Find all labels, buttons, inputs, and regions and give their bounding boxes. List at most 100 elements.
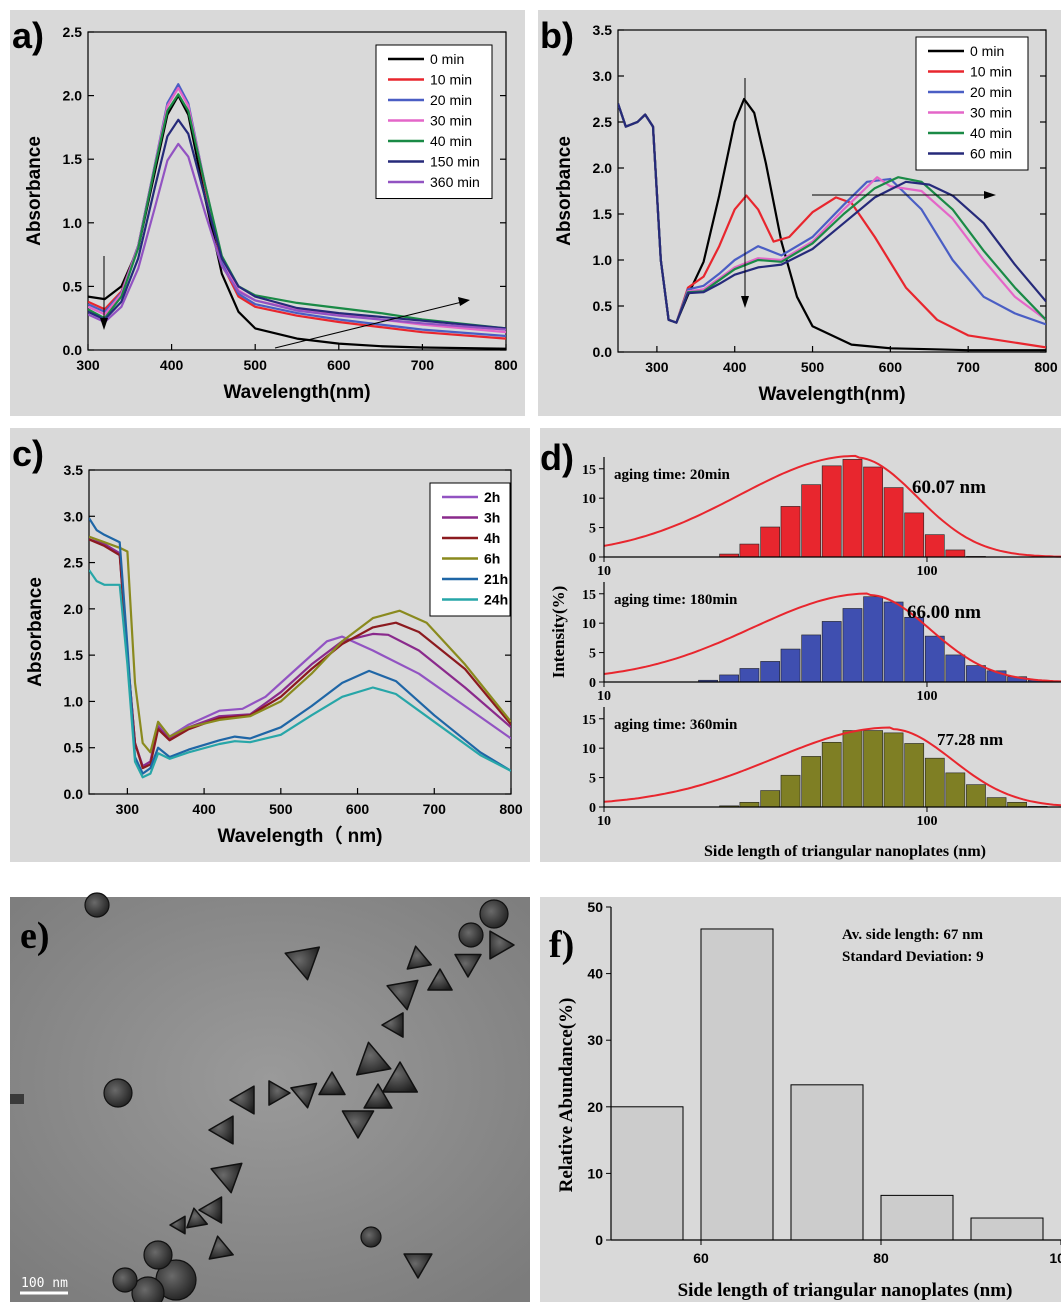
y-tick-label: 2.5	[64, 555, 84, 571]
histogram-bar	[945, 654, 966, 683]
nanoplate	[427, 968, 453, 991]
x-tick-label: 800	[499, 801, 523, 817]
y-tick-label: 40	[587, 966, 603, 982]
y-tick-label: 2.0	[64, 601, 84, 617]
y-tick-label: 3.5	[593, 22, 613, 38]
y-tick-label: 15	[582, 588, 596, 603]
series-line-360-min	[88, 142, 506, 331]
nanoplate	[208, 1115, 234, 1145]
nanoplate	[355, 1041, 392, 1076]
histogram-bar	[842, 730, 863, 808]
arrow-head	[458, 297, 470, 306]
y-tick-label: 3.0	[64, 508, 84, 524]
nanoplate	[386, 979, 419, 1011]
y-tick-label: 2.0	[593, 160, 613, 176]
nanoplate	[381, 1012, 404, 1038]
legend-label: 40 min	[430, 133, 472, 149]
legend-label: 24h	[484, 592, 508, 608]
legend-label: 21h	[484, 571, 508, 587]
abundance-bar	[610, 1106, 684, 1241]
panel-label: e)	[20, 915, 50, 957]
legend-label: 360 min	[430, 174, 480, 190]
histogram-bar	[719, 674, 739, 683]
histogram-bar	[760, 790, 781, 808]
peak-size-label: 77.28 nm	[937, 730, 1003, 749]
histogram-bar	[924, 757, 945, 808]
x-tick-label: 800	[494, 357, 518, 373]
histogram-bar	[924, 534, 945, 558]
nanoplate	[290, 1082, 318, 1109]
histogram-bar	[945, 772, 966, 808]
y-tick-label: 0.0	[64, 786, 84, 802]
histogram-bar	[801, 484, 822, 558]
y-tick-label: 1.0	[593, 252, 613, 268]
histogram-bar	[945, 549, 966, 558]
x-axis-title: Side length of triangular nanoplates (nm…	[704, 843, 986, 860]
legend-label: 10 min	[970, 64, 1012, 80]
average-side-length: Av. side length: 67 nm	[842, 927, 983, 943]
histogram-bar	[739, 668, 760, 683]
legend-label: 30 min	[430, 113, 472, 129]
legend-label: 150 min	[430, 154, 480, 170]
nanoplate	[318, 1071, 346, 1096]
x-tick-label: 80	[873, 1250, 889, 1266]
nanoplate	[284, 946, 321, 981]
histogram-bar	[739, 801, 760, 808]
panel-label: c)	[12, 433, 44, 474]
y-tick-label: 1.5	[593, 206, 613, 222]
peak-size-label: 66.00 nm	[907, 602, 981, 623]
x-tick-label: 10	[597, 564, 611, 579]
nanoplate	[131, 1276, 165, 1302]
x-tick-label: 600	[879, 359, 903, 375]
legend-label: 20 min	[970, 84, 1012, 100]
histogram-bar	[924, 635, 945, 683]
abundance-bar	[880, 1194, 954, 1241]
legend-label: 20 min	[430, 92, 472, 108]
nanoplate	[208, 1235, 234, 1260]
x-axis-title: Wavelength(nm)	[223, 382, 370, 403]
nanoplate	[341, 1110, 375, 1139]
histogram-bar	[842, 608, 863, 683]
trend-arrow	[274, 301, 463, 349]
nanoplate	[360, 1226, 382, 1248]
series-line-24h	[89, 569, 511, 779]
abundance-bar	[700, 928, 774, 1241]
nanoplate	[479, 899, 509, 929]
legend-box	[915, 36, 1029, 171]
x-tick-label: 500	[244, 357, 268, 373]
histogram-bar	[966, 784, 986, 808]
nanoplate	[169, 1215, 186, 1235]
arrow-head	[741, 296, 749, 308]
y-axis-title: Absorbance	[25, 577, 46, 687]
legend-box	[429, 482, 511, 617]
histogram-bar	[821, 741, 842, 808]
abundance-bar	[790, 1084, 864, 1241]
nanoplate	[363, 1083, 393, 1109]
histogram-bar	[883, 601, 904, 683]
fit-curve	[603, 592, 1061, 683]
y-tick-label: 0.0	[593, 344, 613, 360]
histogram-bar	[904, 743, 925, 808]
y-tick-label: 1.0	[63, 215, 83, 231]
y-tick-label: 5	[589, 772, 596, 787]
peak-size-label: 60.07 nm	[912, 477, 986, 498]
series-line-21h	[89, 517, 511, 775]
x-tick-label: 400	[160, 357, 184, 373]
plot-frame	[87, 31, 507, 351]
histogram-bar	[780, 506, 801, 558]
y-tick-label: 5	[589, 522, 596, 537]
y-tick-label: 0.5	[593, 298, 613, 314]
nanoplate	[112, 1267, 138, 1293]
y-tick-label: 2.5	[593, 114, 613, 130]
x-tick-label: 100	[1049, 1250, 1061, 1266]
histogram-bar	[904, 616, 925, 683]
histogram-bar	[986, 797, 1007, 808]
x-tick-label: 800	[1034, 359, 1058, 375]
histogram-bar	[863, 596, 883, 683]
histogram-bar	[780, 648, 801, 683]
y-axis-title: Relative Abundance(%)	[556, 998, 577, 1193]
nanoplate	[268, 1080, 291, 1106]
y-tick-label: 2.0	[63, 88, 83, 104]
